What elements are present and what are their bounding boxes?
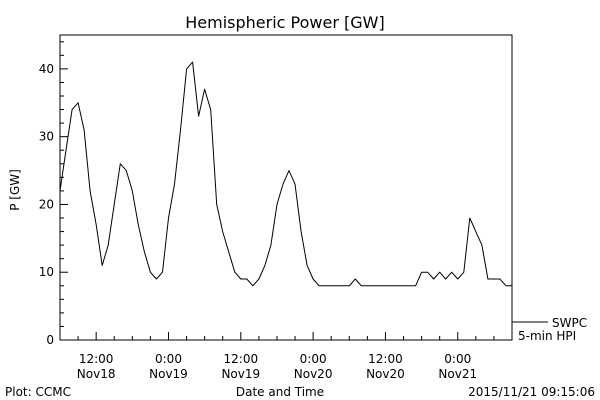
x-tick-label-date: Nov21 [438, 367, 477, 381]
y-tick-label: 30 [39, 130, 54, 144]
y-tick-label: 0 [46, 333, 54, 347]
x-axis: 12:00Nov180:00Nov1912:00Nov190:00Nov2012… [59, 332, 513, 381]
x-tick-label-date: Nov20 [294, 367, 333, 381]
legend: SWPC 5-min HPI [512, 316, 587, 343]
y-axis: 0 10 20 30 40 [39, 41, 68, 347]
chart-title: Hemispheric Power [GW] [185, 13, 384, 32]
series-layer [59, 61, 512, 287]
y-axis-label: P [GW] [8, 169, 22, 211]
x-tick-label-date: Nov18 [77, 367, 116, 381]
footer-timestamp: 2015/11/21 09:15:06 [468, 385, 595, 399]
x-axis-label: Date and Time [236, 385, 324, 399]
x-tick-label-time: 0:00 [300, 352, 327, 366]
y-tick-label: 10 [39, 265, 54, 279]
legend-label-index: 5-min HPI [518, 329, 576, 343]
x-tick-label-date: Nov19 [149, 367, 188, 381]
y-tick-label: 20 [39, 197, 54, 211]
plot-frame [59, 34, 513, 341]
x-tick-label-time: 12:00 [368, 352, 403, 366]
x-tick-label-time: 12:00 [224, 352, 259, 366]
footer-plot-credit: Plot: CCMC [5, 385, 71, 399]
y-tick-label: 40 [39, 62, 54, 76]
x-tick-label-time: 0:00 [444, 352, 471, 366]
x-tick-label-time: 0:00 [155, 352, 182, 366]
series-line-hpi [59, 61, 512, 287]
legend-label-source: SWPC [552, 316, 587, 330]
x-tick-label-date: Nov19 [221, 367, 260, 381]
x-tick-label-date: Nov20 [366, 367, 405, 381]
x-tick-label-time: 12:00 [79, 352, 114, 366]
